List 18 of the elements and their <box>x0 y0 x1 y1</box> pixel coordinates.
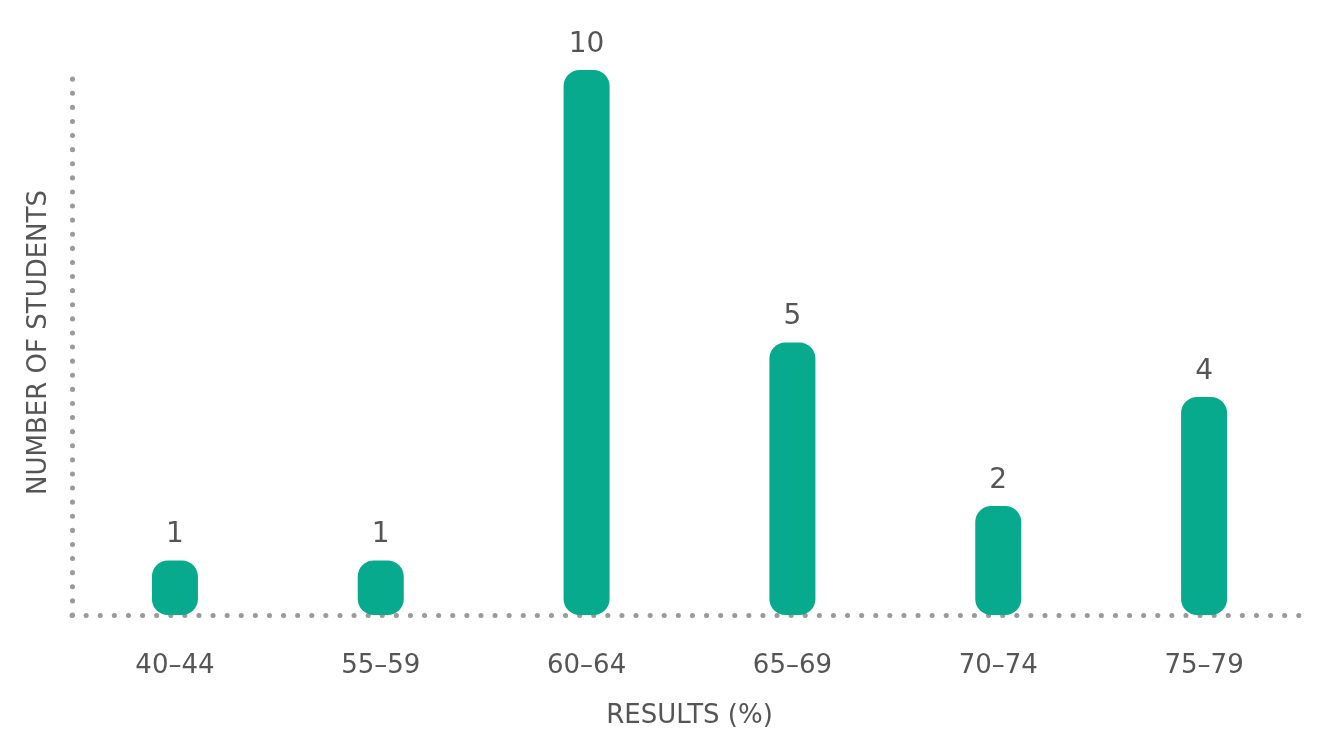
x-tick-label: 55–59 <box>341 649 421 679</box>
data-label: 4 <box>1195 352 1213 386</box>
data-label: 1 <box>166 516 184 549</box>
bar <box>769 342 816 615</box>
x-axis-title: RESULTS (%) <box>606 699 773 729</box>
y-axis-title: NUMBER OF STUDENTS <box>22 190 52 495</box>
x-tick-label: 40–44 <box>135 649 215 679</box>
data-label: 5 <box>783 298 802 331</box>
x-tick-label: 60–64 <box>547 649 627 679</box>
bar <box>563 70 610 615</box>
bar <box>975 506 1022 615</box>
data-label: 2 <box>989 461 1008 495</box>
x-tick-label: 70–74 <box>958 649 1038 679</box>
bar <box>1181 397 1228 615</box>
data-label: 10 <box>568 25 605 59</box>
x-tick-label: 65–69 <box>752 649 832 679</box>
x-tick-label: 75–79 <box>1164 649 1244 679</box>
data-label: 1 <box>371 516 390 549</box>
